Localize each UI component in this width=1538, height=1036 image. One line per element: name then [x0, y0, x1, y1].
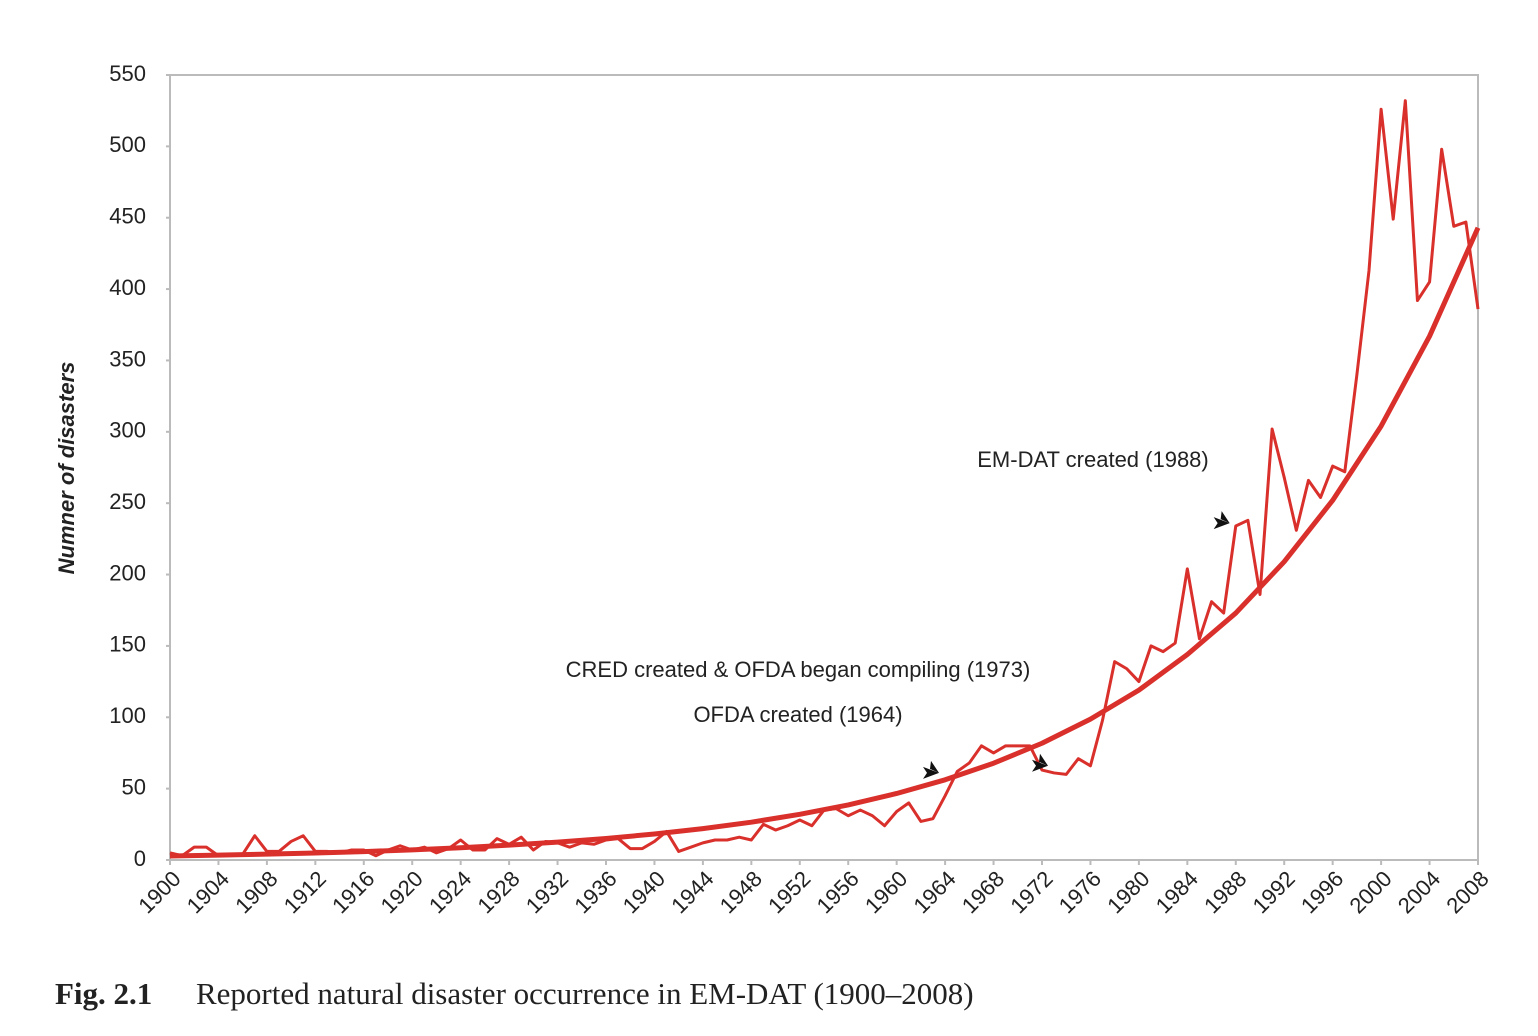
- x-tick-label: 1984: [1151, 866, 1203, 918]
- y-tick-label: 500: [109, 132, 146, 157]
- annotation: EM-DAT created (1988): [977, 447, 1209, 472]
- x-tick-label: 1936: [569, 866, 621, 918]
- x-tick-label: 1980: [1102, 866, 1154, 918]
- x-tick-label: 2000: [1344, 866, 1396, 918]
- annotation: OFDA created (1964): [693, 702, 902, 727]
- x-tick-label: 2008: [1441, 866, 1493, 918]
- x-tick-label: 1968: [957, 866, 1009, 918]
- x-tick-label: 1920: [376, 866, 428, 918]
- x-tick-label: 1948: [715, 866, 767, 918]
- x-tick-label: 1916: [327, 866, 379, 918]
- x-tick-label: 1940: [618, 866, 670, 918]
- x-tick-label: 1932: [521, 866, 573, 918]
- y-tick-label: 250: [109, 489, 146, 514]
- x-tick-label: 1952: [763, 866, 815, 918]
- y-axis-label: Numner of disasters: [54, 362, 79, 575]
- caption-label: Fig. 2.1: [55, 976, 152, 1011]
- y-tick-label: 150: [109, 632, 146, 657]
- x-tick-label: 1904: [182, 866, 234, 918]
- data-line: [169, 99, 1480, 858]
- y-tick-label: 200: [109, 560, 146, 585]
- plot-frame: [169, 74, 1479, 861]
- x-tick-label: 1924: [424, 866, 476, 918]
- x-tick-label: 1908: [230, 866, 282, 918]
- x-tick-label: 1992: [1248, 866, 1300, 918]
- y-tick-label: 50: [122, 774, 146, 799]
- y-tick-label: 0: [134, 846, 146, 871]
- x-tick-label: 1976: [1054, 866, 1106, 918]
- annotation: CRED created & OFDA began compiling (197…: [566, 657, 1031, 682]
- x-tick-label: 1960: [860, 866, 912, 918]
- y-tick-label: 550: [109, 61, 146, 86]
- y-tick-label: 450: [109, 204, 146, 229]
- x-tick-label: 1900: [133, 866, 185, 918]
- y-tick-label: 350: [109, 346, 146, 371]
- caption: Reported natural disaster occurrence in …: [196, 976, 974, 1011]
- y-tick-label: 100: [109, 703, 146, 728]
- trend-line: [169, 226, 1481, 859]
- annotation-arrow: [1032, 753, 1048, 772]
- y-tick-label: 300: [109, 418, 146, 443]
- x-tick-label: 1972: [1005, 866, 1057, 918]
- annotation-arrow: [923, 760, 939, 779]
- x-tick-label: 1912: [279, 866, 331, 918]
- x-tick-label: 1956: [812, 866, 864, 918]
- x-tick-label: 1928: [472, 866, 524, 918]
- x-tick-label: 1964: [908, 866, 960, 918]
- x-tick-label: 1944: [666, 866, 718, 918]
- x-tick-label: 1996: [1296, 866, 1348, 918]
- y-tick-label: 400: [109, 275, 146, 300]
- x-tick-label: 1988: [1199, 866, 1251, 918]
- annotation-arrow: [1213, 511, 1230, 530]
- x-tick-label: 2004: [1393, 866, 1445, 918]
